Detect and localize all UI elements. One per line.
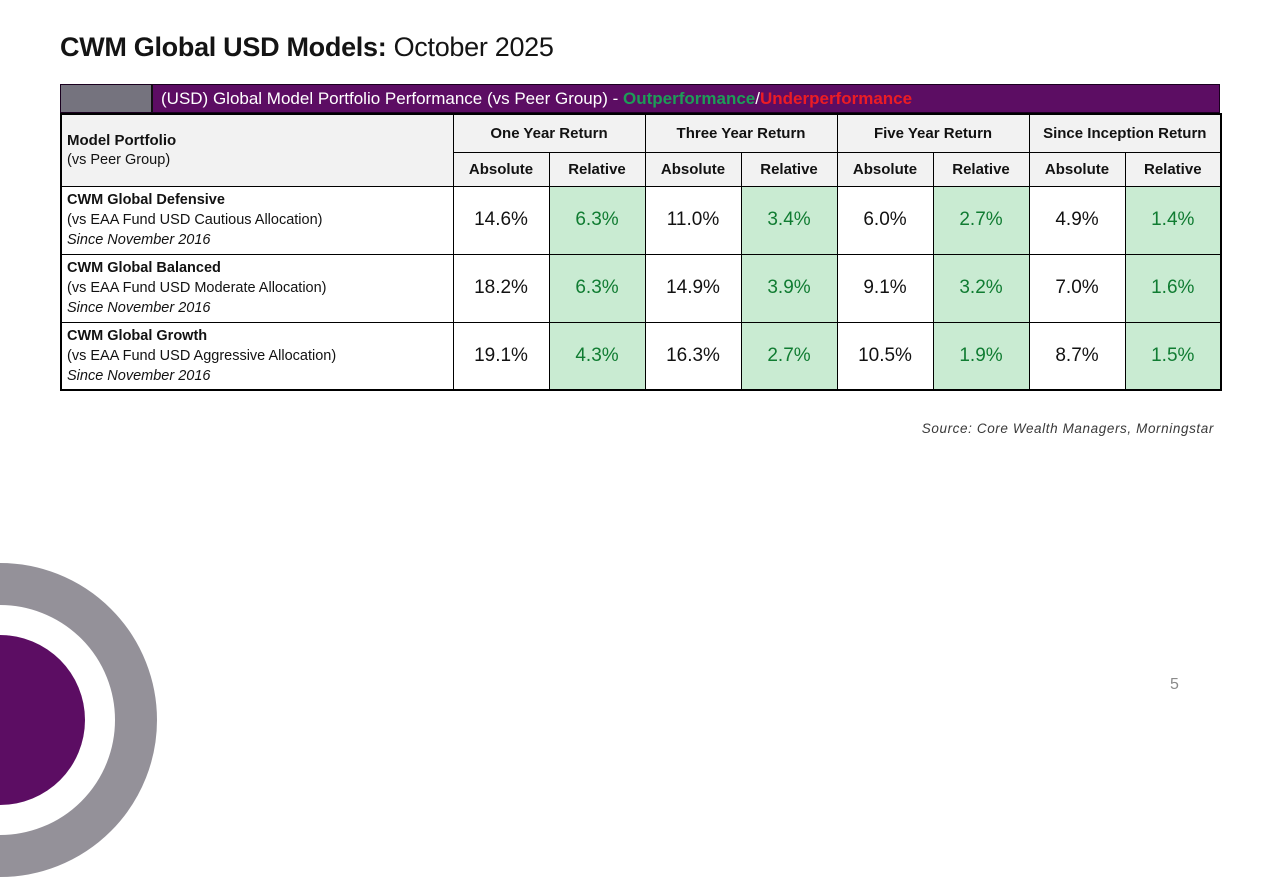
- source-note: Source: Core Wealth Managers, Morningsta…: [921, 421, 1214, 436]
- cell-relative: 3.9%: [740, 253, 838, 323]
- cell-absolute: 6.0%: [836, 185, 934, 255]
- table-header-row-sub: Absolute Relative Absolute Relative Abso…: [61, 151, 1222, 187]
- portfolio-since: Since November 2016: [67, 300, 211, 316]
- banner-caption: (USD) Global Model Portfolio Performance…: [161, 88, 623, 108]
- table-row: CWM Global Defensive (vs EAA Fund USD Ca…: [60, 185, 1222, 255]
- portfolio-name: CWM Global Growth: [67, 327, 208, 344]
- portfolio-benchmark: (vs EAA Fund USD Cautious Allocation): [67, 212, 323, 228]
- cell-relative: 4.3%: [548, 321, 646, 391]
- cell-relative: 3.4%: [740, 185, 838, 255]
- banner-text: (USD) Global Model Portfolio Performance…: [153, 89, 912, 109]
- portfolio-benchmark: (vs EAA Fund USD Aggressive Allocation): [67, 347, 337, 364]
- sub-header-relative: Relative: [740, 151, 838, 187]
- cell-relative: 2.7%: [740, 321, 838, 391]
- cell-absolute: 9.1%: [836, 253, 934, 323]
- portfolio-cell: CWM Global Balanced (vs EAA Fund USD Mod…: [60, 253, 454, 323]
- cell-relative: 1.4%: [1124, 185, 1222, 255]
- cell-relative: 6.3%: [548, 185, 646, 255]
- portfolio-header-subtitle: (vs Peer Group): [67, 151, 171, 168]
- sub-header-relative: Relative: [932, 151, 1030, 187]
- portfolio-since: Since November 2016: [67, 367, 211, 384]
- cell-relative: 1.9%: [932, 321, 1030, 391]
- cell-relative: 6.3%: [548, 253, 646, 323]
- page-title-bold: CWM Global USD Models:: [60, 32, 387, 62]
- cell-absolute: 19.1%: [452, 321, 550, 391]
- portfolio-benchmark: (vs EAA Fund USD Moderate Allocation): [67, 280, 327, 296]
- sub-header-relative: Relative: [548, 151, 646, 187]
- sub-header-absolute: Absolute: [644, 151, 742, 187]
- cell-absolute: 8.7%: [1028, 321, 1126, 391]
- banner-separator: /: [755, 88, 760, 108]
- outperformance-label: Outperformance: [623, 88, 756, 108]
- cell-absolute: 7.0%: [1028, 253, 1126, 323]
- cell-absolute: 11.0%: [644, 185, 742, 255]
- underperformance-label: Underperformance: [759, 88, 913, 108]
- sub-header-absolute: Absolute: [452, 151, 550, 187]
- banner-accent-box: [61, 85, 153, 112]
- portfolio-cell: CWM Global Growth (vs EAA Fund USD Aggre…: [60, 321, 454, 391]
- cell-relative: 2.7%: [932, 185, 1030, 255]
- portfolio-header-title: Model Portfolio: [67, 131, 177, 149]
- table-row: CWM Global Balanced (vs EAA Fund USD Mod…: [60, 253, 1222, 323]
- page-title: CWM Global USD Models: October 2025: [60, 32, 554, 63]
- page-number: 5: [1170, 676, 1179, 693]
- portfolio-name: CWM Global Defensive: [67, 192, 225, 208]
- cell-absolute: 10.5%: [836, 321, 934, 391]
- portfolio-since: Since November 2016: [67, 232, 211, 248]
- cell-absolute: 14.9%: [644, 253, 742, 323]
- portfolio-cell: CWM Global Defensive (vs EAA Fund USD Ca…: [60, 185, 454, 255]
- table-title-banner: (USD) Global Model Portfolio Performance…: [60, 84, 1220, 113]
- table-header-row-groups: Model Portfolio (vs Peer Group) One Year…: [60, 113, 1222, 187]
- page-title-period: October 2025: [386, 32, 554, 62]
- group-header-five-year: Five Year Return: [836, 113, 1030, 153]
- group-header-one-year: One Year Return: [452, 113, 646, 153]
- sub-header-absolute: Absolute: [1028, 151, 1126, 187]
- cell-relative: 1.5%: [1124, 321, 1222, 391]
- cell-relative: 3.2%: [932, 253, 1030, 323]
- performance-table: Model Portfolio (vs Peer Group) One Year…: [60, 113, 1223, 391]
- sub-header-absolute: Absolute: [836, 151, 934, 187]
- cell-relative: 1.6%: [1124, 253, 1222, 323]
- cell-absolute: 14.6%: [452, 185, 550, 255]
- sub-header-relative: Relative: [1124, 151, 1222, 187]
- portfolio-column-header: Model Portfolio (vs Peer Group): [60, 113, 454, 187]
- table-row: CWM Global Growth (vs EAA Fund USD Aggre…: [60, 321, 1222, 391]
- portfolio-name: CWM Global Balanced: [67, 260, 221, 276]
- cell-absolute: 16.3%: [644, 321, 742, 391]
- group-header-three-year: Three Year Return: [644, 113, 838, 153]
- cell-absolute: 4.9%: [1028, 185, 1126, 255]
- group-header-inception: Since Inception Return: [1028, 113, 1222, 153]
- cell-absolute: 18.2%: [452, 253, 550, 323]
